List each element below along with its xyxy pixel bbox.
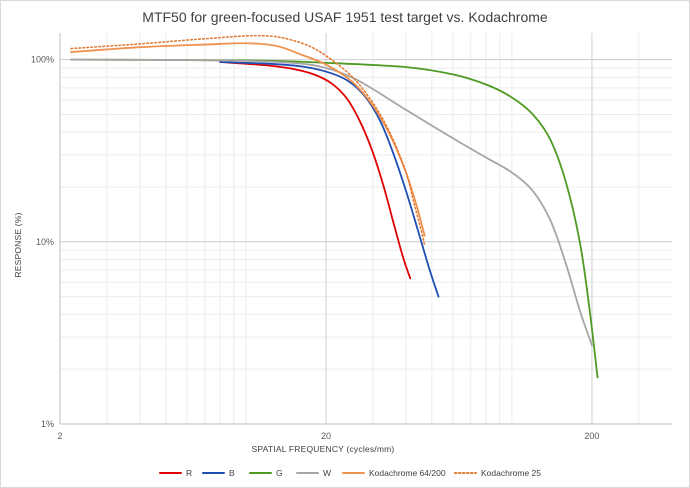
axes: 2 20 200 1% 10% 100% xyxy=(31,33,672,441)
legend-label-w: W xyxy=(323,468,331,478)
y-tick-label: 100% xyxy=(31,55,54,65)
series-line-kodachrome-25 xyxy=(70,34,426,247)
x-tick-label: 20 xyxy=(321,431,331,441)
series-lines xyxy=(70,34,599,379)
series-line-w xyxy=(70,58,593,347)
y-tick-label: 10% xyxy=(36,237,54,247)
series-line-b xyxy=(219,61,440,298)
x-axis-title: SPATIAL FREQUENCY (cycles/mm) xyxy=(252,444,395,454)
legend-label-g: G xyxy=(276,468,283,478)
series-line-r xyxy=(219,61,412,280)
legend-label-kodachrome-25: Kodachrome 25 xyxy=(481,468,541,478)
legend-label-kodachrome-64-200: Kodachrome 64/200 xyxy=(369,468,446,478)
grid xyxy=(59,33,672,425)
series-line-g xyxy=(70,58,599,379)
legend: R B G W Kodachrome 64/200 Kodachrome 25 xyxy=(159,468,541,478)
y-tick-label: 1% xyxy=(41,419,54,429)
y-axis-title: RESPONSE (%) xyxy=(13,212,23,277)
chart-title: MTF50 for green-focused USAF 1951 test t… xyxy=(142,9,548,25)
legend-label-r: R xyxy=(186,468,192,478)
x-tick-label: 2 xyxy=(57,431,62,441)
legend-label-b: B xyxy=(229,468,235,478)
x-tick-label: 200 xyxy=(584,431,599,441)
